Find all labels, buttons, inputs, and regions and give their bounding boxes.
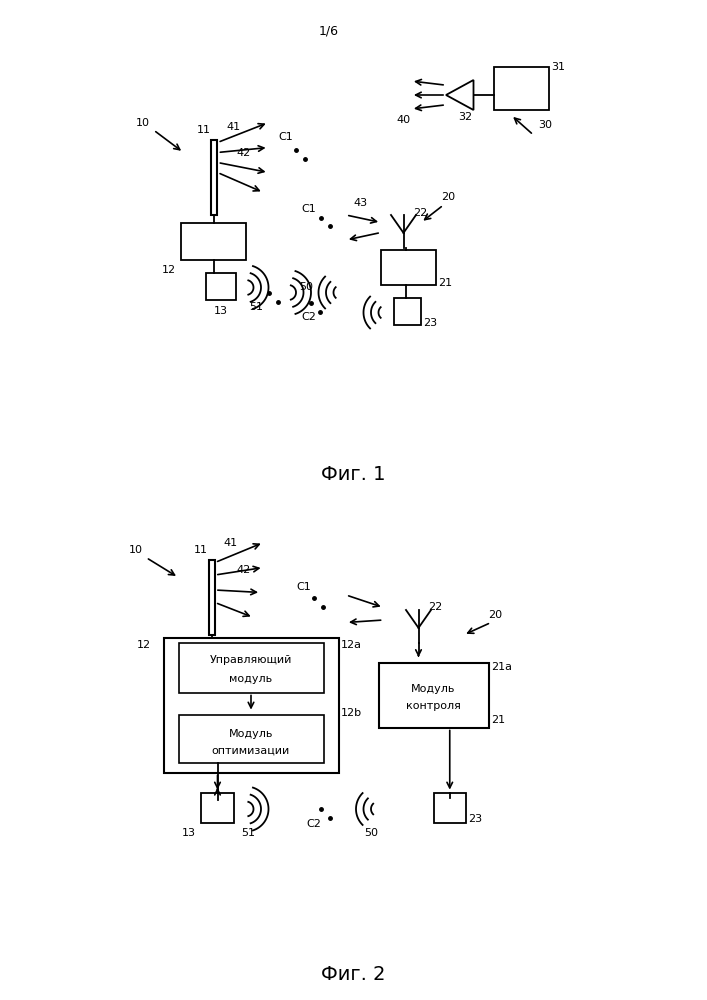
Bar: [206, 272, 236, 300]
Text: C1: C1: [279, 132, 293, 142]
Text: 50: 50: [364, 828, 378, 838]
Text: Фиг. 2: Фиг. 2: [321, 966, 386, 984]
Text: 32: 32: [459, 112, 472, 122]
Text: 1/6: 1/6: [318, 25, 339, 38]
Text: 40: 40: [396, 115, 410, 125]
Text: 12: 12: [162, 265, 176, 275]
Bar: [394, 298, 421, 325]
Text: 41: 41: [226, 122, 240, 132]
Text: 20: 20: [489, 610, 503, 620]
Text: 12: 12: [137, 640, 151, 650]
Text: Фиг. 1: Фиг. 1: [321, 466, 386, 485]
Text: C1: C1: [296, 582, 311, 592]
Text: Управляющий: Управляющий: [210, 655, 292, 665]
Bar: [181, 223, 246, 260]
Text: Модуль: Модуль: [229, 729, 273, 739]
Bar: [493, 68, 549, 110]
Text: 12b: 12b: [341, 708, 362, 718]
Text: 31: 31: [551, 62, 565, 73]
Text: 10: 10: [136, 117, 150, 127]
Text: 22: 22: [414, 208, 428, 218]
Bar: [211, 140, 217, 215]
Bar: [201, 792, 233, 822]
Bar: [378, 662, 489, 728]
Text: C2: C2: [301, 312, 316, 322]
Text: 43: 43: [354, 198, 368, 208]
Text: 21a: 21a: [491, 662, 512, 672]
Text: 23: 23: [469, 814, 483, 824]
Text: 41: 41: [223, 537, 238, 547]
Text: 11: 11: [194, 545, 208, 555]
Text: 12a: 12a: [341, 640, 362, 650]
Text: 51: 51: [249, 302, 263, 312]
Bar: [163, 638, 339, 772]
Bar: [209, 560, 214, 635]
Text: C2: C2: [306, 819, 321, 829]
Text: 21: 21: [438, 277, 452, 288]
Text: модуль: модуль: [230, 674, 273, 684]
Text: 50: 50: [299, 282, 313, 292]
Text: оптимизации: оптимизации: [212, 746, 290, 756]
Text: 21: 21: [491, 715, 505, 725]
Bar: [381, 250, 436, 285]
Text: 42: 42: [236, 147, 250, 157]
Bar: [178, 643, 324, 692]
Text: 23: 23: [423, 318, 438, 328]
Text: 42: 42: [236, 565, 250, 575]
Text: 11: 11: [197, 125, 211, 135]
Text: 51: 51: [242, 828, 255, 838]
Text: Модуль: Модуль: [411, 684, 456, 694]
Text: 30: 30: [539, 120, 552, 130]
Text: 20: 20: [441, 192, 455, 202]
Text: 13: 13: [182, 828, 196, 838]
Bar: [433, 792, 466, 822]
Text: 22: 22: [428, 602, 443, 612]
Text: 13: 13: [214, 306, 228, 316]
Text: контроля: контроля: [406, 701, 461, 711]
Text: 10: 10: [129, 545, 143, 555]
Bar: [178, 715, 324, 762]
Text: C1: C1: [301, 204, 316, 214]
